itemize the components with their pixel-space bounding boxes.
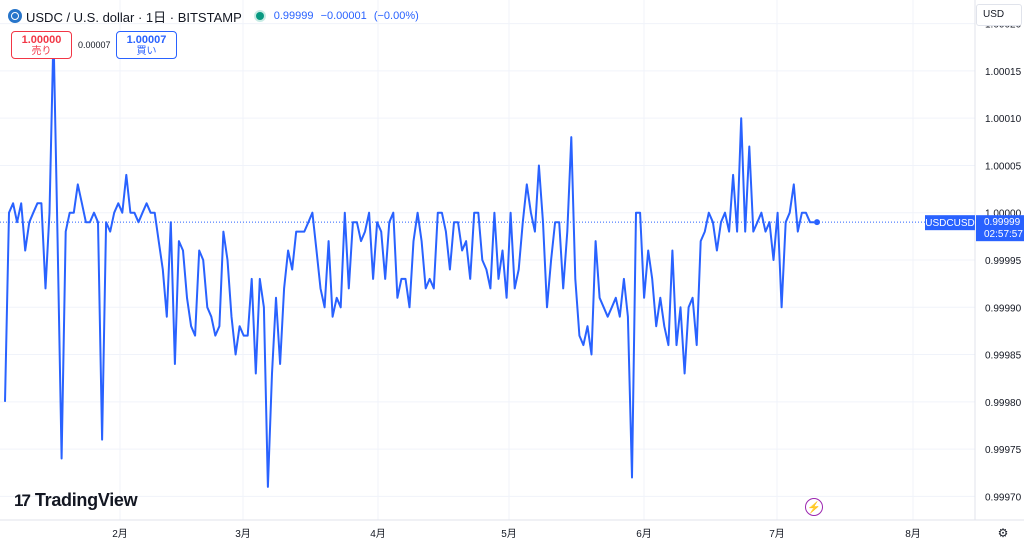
lightning-icon[interactable]: ⚡ (805, 498, 823, 516)
buy-label: 買い (136, 46, 157, 57)
sell-price: 1.00000 (21, 34, 62, 46)
y-tick-label: 1.00015 (985, 67, 1022, 78)
buy-button[interactable]: 1.00007 買い (116, 31, 177, 59)
price-axis[interactable]: 1.000201.000151.000101.000051.000000.999… (985, 20, 1022, 504)
last-price-marker (814, 219, 820, 226)
tradingview-logo[interactable]: 17 TradingView (14, 490, 138, 511)
price-value-tag (976, 215, 1024, 242)
y-tick-label: 0.99985 (985, 351, 1022, 362)
tradingview-logo-icon: 17 (14, 490, 31, 510)
y-tick-label: 1.00005 (985, 161, 1022, 172)
grid-lines (0, 0, 975, 520)
price-value-text: 0.99999 (984, 217, 1021, 228)
y-tick-label: 0.99980 (985, 398, 1022, 409)
current-price-label: USDCUSD 0.99999 02:57:57 (925, 215, 1024, 242)
price-series-line (4, 32, 814, 488)
change-value: −0.00001 (320, 10, 367, 22)
x-tick-label: 6月 (636, 528, 652, 540)
symbol-title[interactable]: USDC / U.S. dollar · 1日 · BITSTAMP (26, 9, 242, 25)
spread-value: 0.00007 (78, 40, 111, 50)
symbol-header[interactable]: USDC / U.S. dollar · 1日 · BITSTAMP 0.999… (8, 7, 423, 25)
y-tick-label: 0.99990 (985, 303, 1022, 314)
tradingview-wordmark: TradingView (34, 490, 138, 510)
sell-label: 売り (31, 46, 52, 57)
y-tick-label: 0.99970 (985, 492, 1022, 503)
y-tick-label: 1.00010 (985, 114, 1022, 125)
y-tick-label: 0.99975 (985, 445, 1022, 456)
x-tick-label: 7月 (769, 528, 785, 540)
time-axis[interactable]: 2月 3月 4月 5月 6月 7月 8月 (112, 528, 921, 540)
symbol-tag-text: USDCUSD (925, 218, 974, 229)
quote-values: 0.99999 −0.00001 (−0.00%) (274, 10, 423, 22)
change-percent-value: (−0.00%) (373, 10, 419, 22)
market-status-dot-icon[interactable] (255, 12, 264, 20)
x-tick-label: 3月 (235, 528, 251, 540)
currency-selector[interactable]: USD (976, 4, 1022, 26)
bar-countdown-text: 02:57:57 (984, 229, 1023, 240)
x-tick-label: 4月 (370, 528, 386, 540)
gear-icon[interactable]: ⚙ (997, 526, 1009, 540)
sell-button[interactable]: 1.00000 売り (11, 31, 72, 59)
buy-price: 1.00007 (126, 34, 167, 46)
y-tick-label: 0.99995 (985, 256, 1022, 267)
x-tick-label: 5月 (501, 528, 517, 540)
x-tick-label: 2月 (112, 528, 128, 540)
last-price-value: 0.99999 (273, 10, 314, 22)
y-tick-label: 1.00000 (985, 209, 1022, 220)
usdc-coin-icon (8, 9, 22, 23)
x-tick-label: 8月 (905, 528, 921, 540)
symbol-tag (925, 215, 975, 231)
